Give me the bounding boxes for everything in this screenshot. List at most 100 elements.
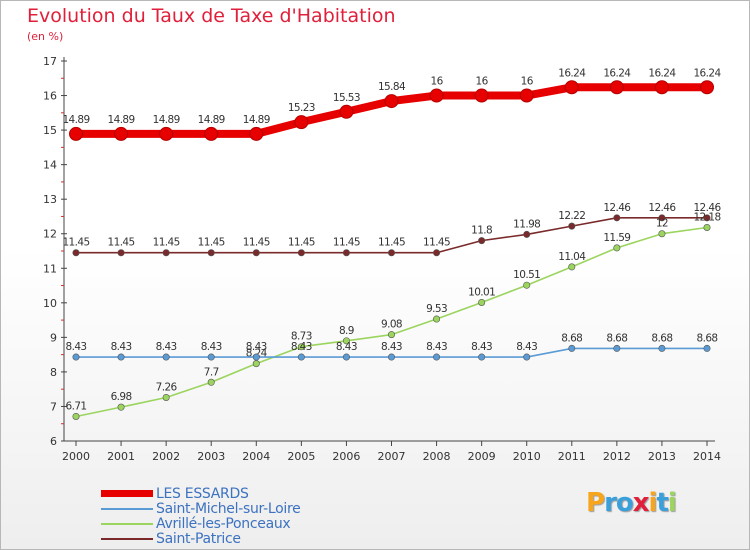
data-point-saint-patrice [568,222,576,230]
data-label-les-essards: 14.89 [198,114,225,126]
data-label-saint-patrice: 11.45 [243,237,270,249]
logo-letter: x [632,488,650,518]
data-point-saint-michel-sur-loire [433,353,441,361]
data-point-saint-michel-sur-loire [658,344,666,352]
data-point-saint-michel-sur-loire [72,353,80,361]
data-label-saint-michel-sur-loire: 8.43 [381,341,402,353]
data-point-les-essards [700,80,714,95]
x-tick-label: 2009 [468,450,496,463]
data-label-avrille-les-ponceaux: 6.98 [111,391,132,403]
data-label-saint-michel-sur-loire: 8.43 [201,341,222,353]
data-label-les-essards: 14.89 [243,114,270,126]
data-point-les-essards [519,88,534,103]
data-label-saint-patrice: 11.45 [198,237,225,249]
data-label-avrille-les-ponceaux: 9.53 [426,303,447,315]
x-tick-label: 2003 [197,450,225,463]
logo-letter: i [667,488,677,518]
data-label-les-essards: 15.23 [288,102,315,114]
data-point-les-essards [294,115,309,130]
data-label-saint-patrice: 11.45 [423,237,450,249]
data-label-avrille-les-ponceaux: 11.59 [603,232,630,244]
data-label-les-essards: 14.89 [153,114,180,126]
data-label-saint-michel-sur-loire: 8.43 [336,341,357,353]
data-label-les-essards: 16.24 [693,67,721,79]
proxiti-logo: Proxiti [586,488,677,518]
data-label-avrille-les-ponceaux: 9.08 [381,319,402,331]
data-point-avrille-les-ponceaux [568,263,576,271]
data-label-saint-patrice: 11.45 [62,237,89,249]
data-point-saint-michel-sur-loire [117,353,125,361]
x-tick-label: 2008 [423,450,451,463]
data-point-les-essards [69,126,83,141]
data-label-avrille-les-ponceaux: 12.18 [693,212,720,224]
y-tick-label: 8 [50,366,57,379]
data-point-les-essards [564,80,579,95]
data-point-les-essards [249,126,264,141]
data-point-saint-patrice [72,249,80,257]
data-label-saint-patrice: 11.98 [513,218,540,230]
data-point-les-essards [114,126,129,141]
data-label-les-essards: 15.53 [333,92,360,104]
data-label-saint-michel-sur-loire: 8.68 [651,332,672,344]
data-point-avrille-les-ponceaux [72,412,80,420]
data-point-les-essards [339,104,354,119]
data-point-les-essards [429,88,444,103]
data-point-saint-patrice [207,249,215,257]
y-tick-label: 7 [50,400,57,413]
data-point-saint-patrice [523,230,531,238]
legend-swatch-saint-michel-sur-loire [101,508,153,510]
data-label-saint-michel-sur-loire: 8.43 [66,341,87,353]
data-point-les-essards [384,94,399,109]
data-point-les-essards [204,126,219,141]
data-point-saint-patrice [342,249,350,257]
data-point-saint-michel-sur-loire [342,353,350,361]
data-point-saint-patrice [117,249,125,257]
data-label-les-essards: 16.24 [558,67,586,79]
data-label-les-essards: 16 [430,76,443,88]
x-tick-label: 2006 [332,450,360,463]
y-tick-label: 15 [43,124,57,137]
data-point-avrille-les-ponceaux [478,298,486,306]
y-tick-label: 16 [43,90,57,103]
data-point-avrille-les-ponceaux [342,337,350,345]
data-point-les-essards [474,88,489,103]
logo-letter: t [656,488,668,518]
data-label-saint-michel-sur-loire: 8.43 [156,341,177,353]
data-label-avrille-les-ponceaux: 7.26 [156,381,178,393]
logo-letter: i [648,488,658,518]
x-tick-label: 2014 [693,450,721,463]
x-tick-label: 2007 [378,450,406,463]
y-tick-label: 17 [43,55,57,68]
data-label-les-essards: 16 [521,76,534,88]
x-tick-label: 2002 [152,450,180,463]
legend-swatch-avrille-les-ponceaux [101,523,153,525]
data-point-saint-patrice [703,214,711,222]
data-point-avrille-les-ponceaux [433,315,441,323]
data-label-saint-michel-sur-loire: 8.68 [697,332,718,344]
x-tick-label: 2001 [107,450,135,463]
data-label-saint-patrice: 11.45 [108,237,135,249]
data-label-saint-patrice: 11.45 [333,237,360,249]
y-tick-label: 6 [50,435,57,448]
data-point-saint-michel-sur-loire [478,353,486,361]
data-label-saint-michel-sur-loire: 8.68 [561,332,582,344]
x-tick-label: 2011 [558,450,586,463]
data-label-saint-michel-sur-loire: 8.43 [426,341,447,353]
y-tick-label: 9 [50,331,57,344]
data-point-avrille-les-ponceaux [162,393,170,401]
data-label-saint-michel-sur-loire: 8.43 [516,341,537,353]
y-tick-label: 11 [43,262,57,275]
y-tick-label: 10 [43,297,57,310]
data-label-saint-patrice: 12.46 [648,202,676,214]
data-point-saint-michel-sur-loire [387,353,395,361]
data-label-les-essards: 14.89 [108,114,135,126]
data-label-saint-michel-sur-loire: 8.43 [246,341,267,353]
data-point-avrille-les-ponceaux [207,378,215,386]
data-point-saint-michel-sur-loire [568,344,576,352]
data-label-saint-patrice: 11.45 [378,237,405,249]
x-tick-label: 2005 [287,450,315,463]
data-point-avrille-les-ponceaux [117,403,125,411]
y-tick-label: 12 [43,228,57,241]
chart-title: Evolution du Taux de Taxe d'Habitation [27,5,396,27]
